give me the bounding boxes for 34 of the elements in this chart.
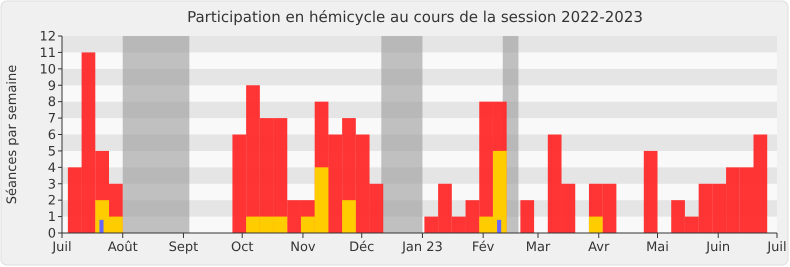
bar	[99, 220, 104, 233]
y-tick-label: 4	[48, 160, 56, 176]
y-tick-label: 5	[48, 144, 56, 160]
bar	[520, 200, 534, 233]
y-tick-label: 2	[48, 194, 56, 209]
y-tick-label: 7	[48, 112, 56, 127]
bar	[644, 150, 658, 233]
x-tick-label: Oct	[230, 240, 254, 255]
x-tick-label: Sept	[168, 240, 198, 255]
y-tick-label: 8	[48, 95, 56, 110]
bar	[588, 216, 603, 233]
y-tick-label: 6	[48, 128, 56, 144]
x-tick-label: Fév	[472, 240, 495, 255]
x-tick-label: Nov	[290, 240, 316, 255]
x-tick-label: Avr	[588, 240, 610, 255]
chart-title: Participation en hémicycle au cours de la session 2022-2023	[187, 8, 643, 26]
y-tick-label: 12	[39, 30, 56, 45]
bar	[497, 220, 502, 233]
x-tick-label: Mar	[526, 240, 551, 255]
x-tick-label: Déc	[349, 240, 374, 255]
y-tick-label: 11	[39, 46, 56, 61]
x-tick-label: Juil	[766, 240, 787, 255]
x-tick-label: Août	[108, 240, 138, 255]
y-tick-label: 0	[48, 226, 56, 242]
bar	[342, 200, 356, 233]
x-tick-label: Juil	[51, 240, 72, 255]
x-tick-label: Juin	[705, 240, 730, 255]
x-tick-label: Jan 23	[401, 240, 443, 255]
y-tick-label: 1	[48, 210, 56, 226]
y-axis-title: Séances par semaine	[5, 64, 20, 204]
y-tick-label: 9	[48, 78, 56, 94]
x-tick-label: Mai	[646, 240, 669, 255]
y-tick-label: 3	[48, 177, 56, 192]
y-tick-label: 10	[39, 62, 56, 78]
